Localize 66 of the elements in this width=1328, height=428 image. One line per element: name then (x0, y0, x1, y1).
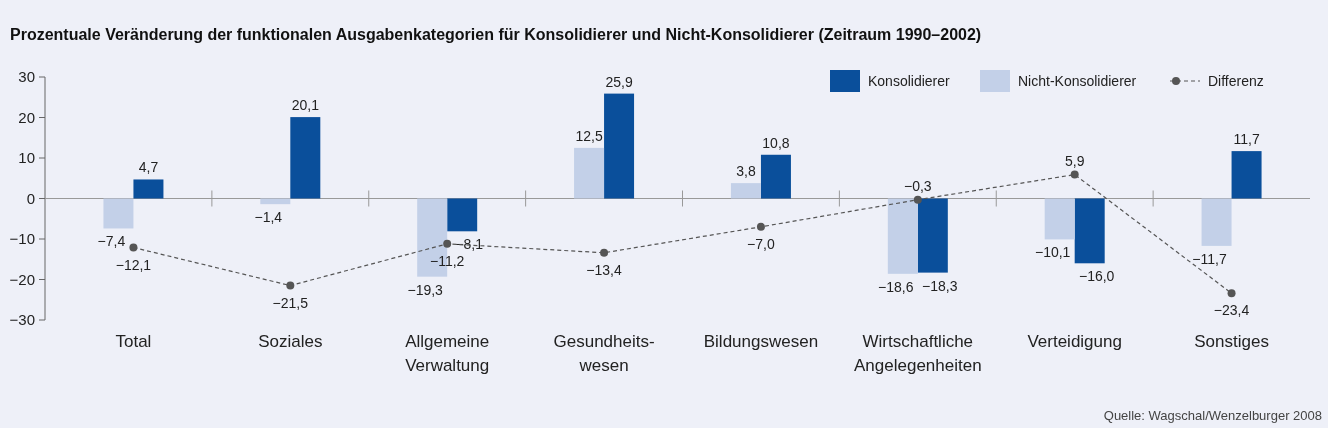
x-tick-label: Gesundheits-wesen (553, 332, 655, 375)
bar (574, 147, 605, 199)
x-tick-label: Bildungswesen (703, 332, 819, 351)
x-tick-label: Allgemeine Verwaltung (405, 332, 490, 375)
bar (917, 198, 948, 273)
data-label: −16,0 (1078, 268, 1115, 285)
data-label: 25,9 (605, 73, 633, 90)
source-note: Quelle: Wagschal/Wenzelburger 2008 (1103, 408, 1322, 423)
y-tick-label: 30 (18, 68, 35, 85)
bar (730, 183, 761, 199)
point (756, 222, 765, 231)
data-label: −11,7 (1192, 250, 1227, 267)
x-tick-label: Verteidigung (1027, 332, 1122, 351)
point (1227, 289, 1236, 298)
data-label: −7,4 (97, 233, 126, 250)
legend-label: Differenz (1208, 73, 1264, 89)
point (129, 243, 138, 252)
bar (1044, 198, 1075, 240)
bar (1201, 198, 1232, 246)
x-tick-label: Wirtschaftliche Angelegenheiten (854, 332, 982, 375)
data-label: 12,5 (575, 127, 603, 144)
y-tick-label: 0 (26, 189, 35, 207)
legend-label: Nicht-Konsolidierer (1018, 73, 1137, 89)
bar (604, 93, 635, 199)
data-label: 4,7 (138, 159, 159, 176)
y-tick-label: 10 (18, 149, 35, 166)
bar (103, 198, 134, 229)
data-label: −18,3 (922, 277, 958, 294)
data-label: −10,1 (1034, 244, 1071, 261)
bar (887, 198, 918, 274)
y-tick-label: 20 (18, 108, 35, 126)
data-label: 3,8 (736, 163, 756, 180)
x-tick-label: Total (115, 332, 152, 351)
legend-label: Konsolidierer (868, 73, 951, 89)
bar (1231, 151, 1262, 199)
data-label: −11,2 (429, 252, 465, 269)
data-label: −12,1 (115, 256, 152, 273)
bar (133, 179, 164, 199)
chart-title: Prozentuale Veränderung der funktionalen Ausgabenkategorien für Konsolidierer und Nicht-Konsolidierer (Zeitraum 1990–2002) (10, 26, 982, 43)
y-tick-label: −10 (9, 230, 35, 247)
data-label: −21,5 (272, 294, 309, 311)
data-label: 10,8 (762, 134, 790, 151)
data-label: −23,4 (1213, 302, 1250, 319)
x-tick-label: Sonstiges (1194, 332, 1269, 351)
data-label: −19,3 (407, 281, 444, 298)
bar (447, 198, 478, 232)
point (600, 248, 609, 257)
point (286, 281, 295, 290)
bar (290, 117, 321, 199)
x-tick-label: Soziales (258, 332, 323, 351)
point (913, 195, 922, 204)
data-label: 5,9 (1064, 152, 1085, 169)
bar (760, 154, 791, 199)
data-label: 11,7 (1233, 131, 1260, 148)
y-tick-label: −20 (9, 270, 35, 288)
data-label: −7,0 (747, 235, 775, 252)
data-label: −1,4 (254, 209, 283, 226)
data-label: −0,3 (903, 177, 932, 194)
bar (1074, 198, 1105, 264)
data-label: 20,1 (291, 97, 320, 114)
y-tick-label: −30 (9, 311, 35, 328)
point (1070, 170, 1079, 179)
data-label: −8,1 (455, 236, 484, 253)
point (443, 239, 452, 248)
data-label: −18,6 (878, 278, 914, 295)
data-label: −13,4 (586, 261, 622, 278)
